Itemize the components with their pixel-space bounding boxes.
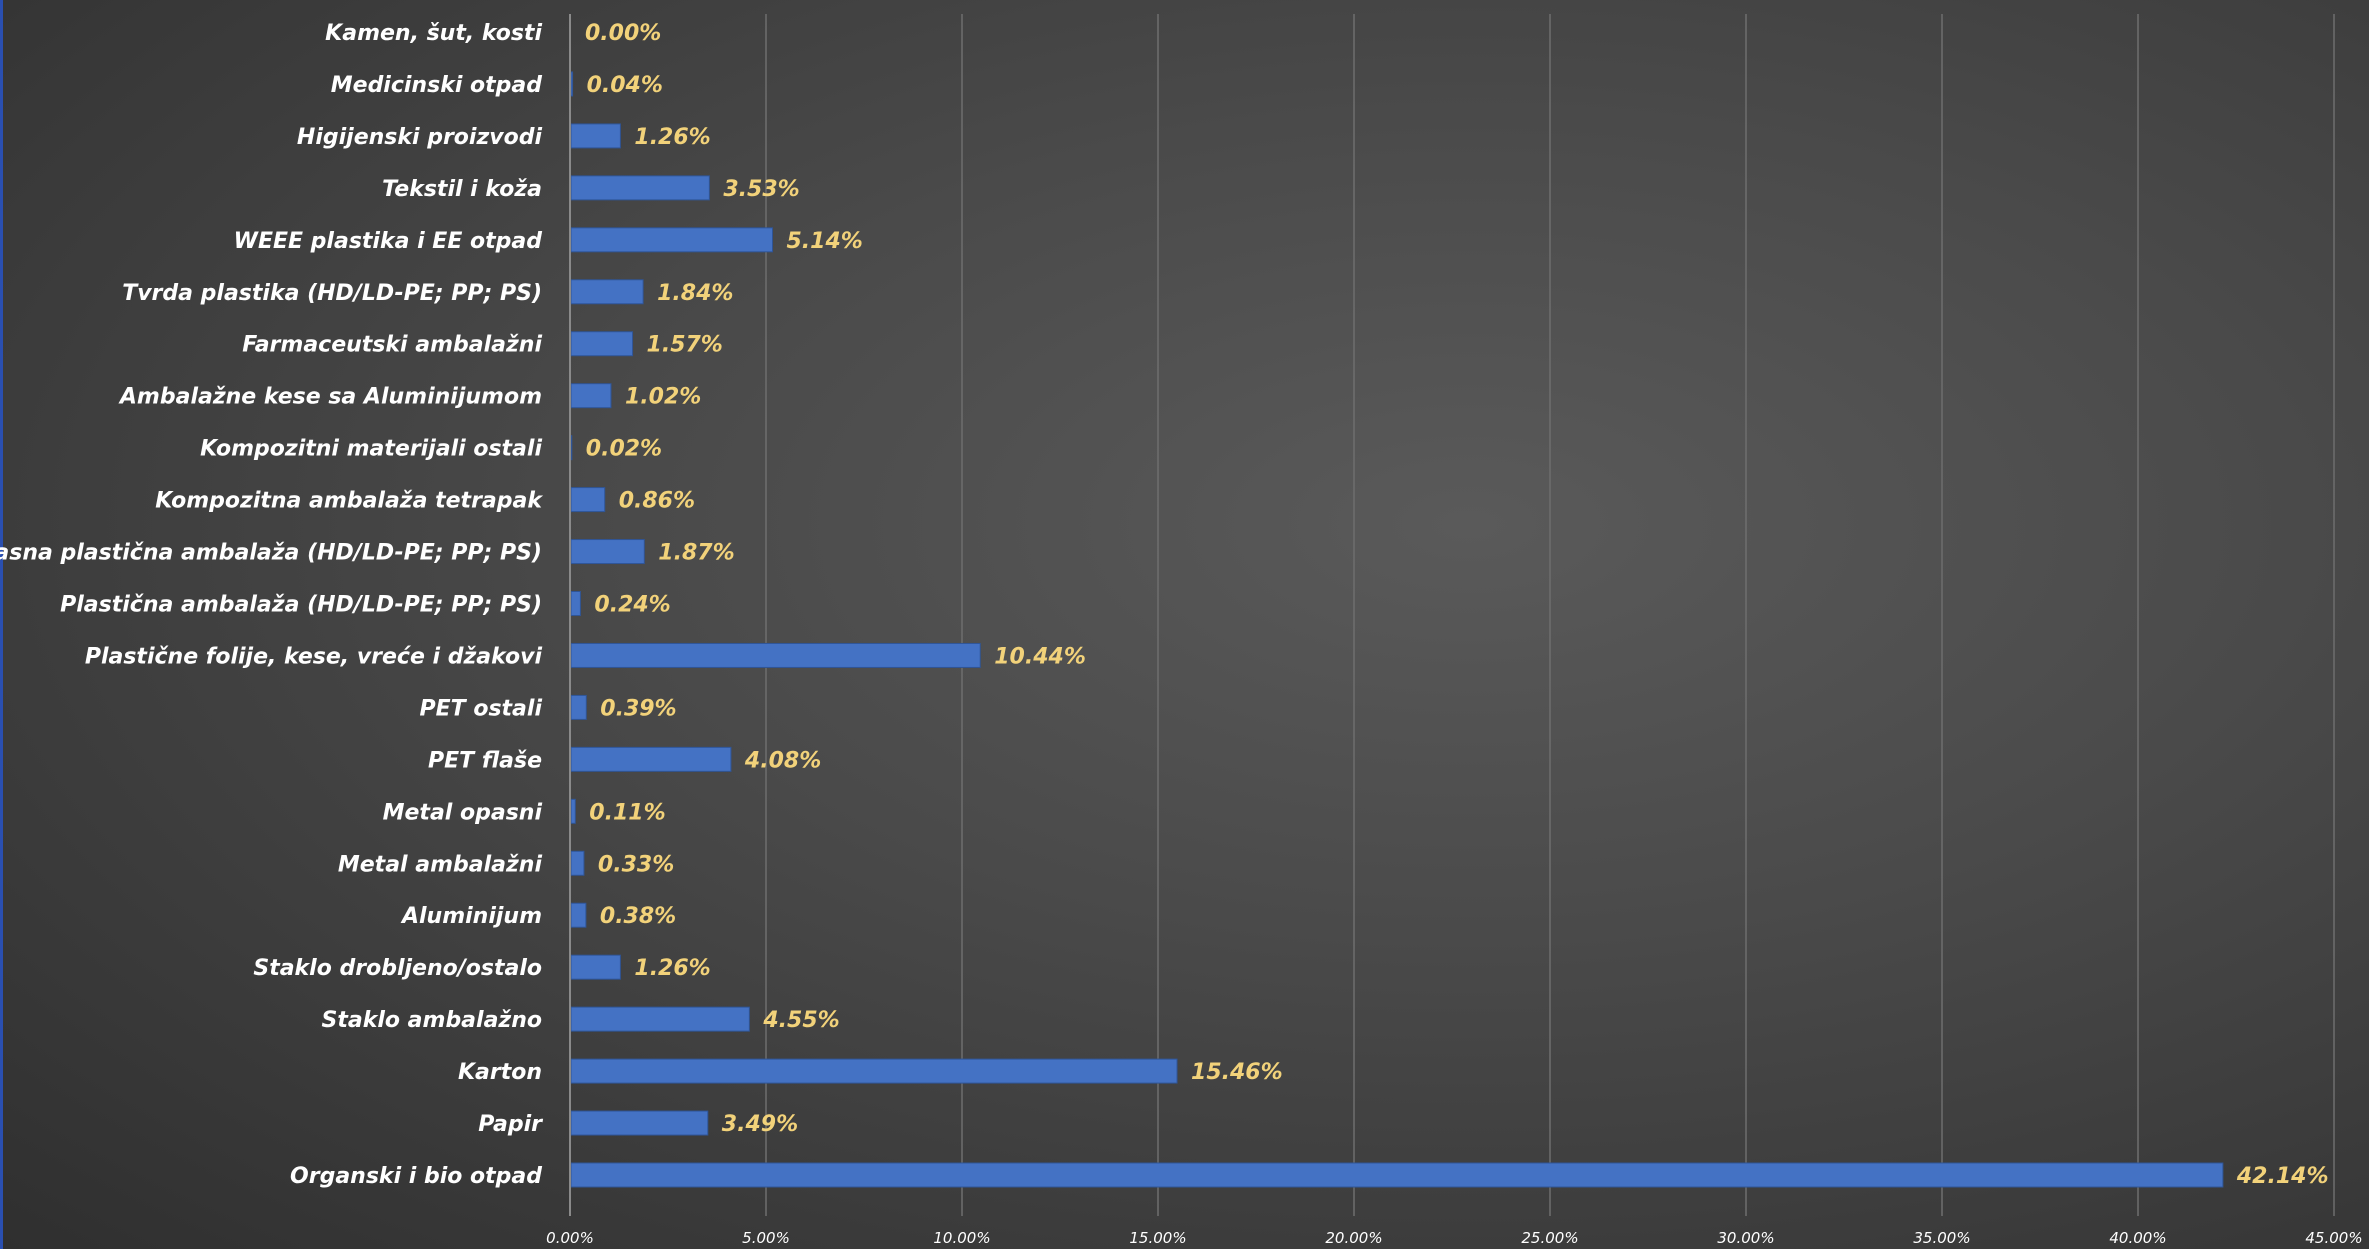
category-label: Kompozitna ambalaža tetrapak	[155, 489, 543, 514]
x-axis-tick-labels: 0.00% 5.00% 10.00% 15.00% 20.00% 25.00% 30.00%…	[546, 1229, 2362, 1247]
bar	[570, 954, 621, 980]
bar	[570, 1162, 2224, 1188]
category-label: PET flaše	[428, 748, 542, 773]
data-label: 0.86%	[619, 489, 695, 514]
category-label: Papir	[478, 1112, 543, 1137]
category-label: Ambalažne kese sa Aluminijumom	[118, 385, 542, 410]
window-left-edge	[0, 0, 3, 1249]
category-label: WEEE plastika i EE otpad	[234, 229, 543, 254]
bar	[570, 1058, 1178, 1084]
x-tick-label: 40.00%	[2109, 1229, 2166, 1247]
data-label: 1.26%	[634, 956, 710, 981]
category-label: Staklo ambalažno	[322, 1008, 542, 1033]
data-label: 0.38%	[600, 904, 676, 929]
x-tick-label: 20.00%	[1325, 1229, 1382, 1247]
category-labels: Kamen, šut, kosti Medicinski otpad Higijen…	[0, 21, 543, 1189]
bar	[570, 642, 981, 668]
category-label: Tekstil i koža	[382, 177, 542, 202]
data-label: 0.33%	[598, 852, 674, 877]
data-label: 4.55%	[762, 1008, 839, 1033]
bar	[570, 850, 585, 876]
category-label: Farmaceutski ambalažni	[242, 333, 542, 358]
category-label: Karton	[458, 1060, 542, 1085]
bar	[570, 1110, 709, 1136]
bar	[570, 435, 573, 461]
data-label: 1.87%	[658, 541, 734, 566]
category-label: Aluminijum	[400, 904, 542, 929]
category-label: Kamen, šut, kosti	[325, 21, 542, 46]
category-label: Medicinski otpad	[331, 73, 542, 98]
bar	[570, 279, 644, 305]
data-label: 0.00%	[585, 21, 661, 46]
bar	[570, 591, 581, 616]
category-label: PET ostali	[420, 696, 543, 721]
category-label: Kompozitni materijali ostali	[200, 437, 542, 462]
bar	[570, 487, 606, 513]
data-label: 0.02%	[586, 437, 662, 462]
category-label: Plastične folije, kese, vreće i džakovi	[85, 644, 543, 669]
data-label: 15.46%	[1191, 1060, 1283, 1085]
bar	[570, 123, 621, 149]
category-label: Opasna plastična ambalaža (HD/LD-PE; PP;…	[0, 541, 542, 566]
x-tick-label: 0.00%	[546, 1229, 594, 1247]
data-label: 1.02%	[625, 385, 701, 410]
category-label: Higijenski proizvodi	[297, 125, 543, 150]
category-label: Tvrda plastika (HD/LD-PE; PP; PS)	[122, 281, 542, 306]
x-tick-label: 35.00%	[1913, 1229, 1970, 1247]
category-label: Metal opasni	[383, 800, 543, 825]
data-label: 0.39%	[600, 696, 676, 721]
category-label: Metal ambalažni	[338, 852, 543, 877]
category-label: Plastična ambalaža (HD/LD-PE; PP; PS)	[60, 593, 542, 618]
x-tick-label: 5.00%	[742, 1229, 790, 1247]
data-label: 0.24%	[594, 593, 670, 618]
data-label: 10.44%	[994, 644, 1086, 669]
bar	[570, 1006, 750, 1032]
x-tick-label: 30.00%	[1717, 1229, 1774, 1247]
bar	[570, 539, 645, 565]
category-label: Staklo drobljeno/ostalo	[253, 956, 542, 981]
bar	[570, 694, 587, 720]
bar	[570, 175, 710, 201]
data-label: 42.14%	[2236, 1164, 2329, 1189]
data-label: 1.84%	[657, 281, 733, 306]
data-label: 5.14%	[786, 229, 862, 254]
data-label: 3.49%	[722, 1112, 798, 1137]
x-tick-label: 45.00%	[2305, 1229, 2362, 1247]
x-tick-label: 10.00%	[933, 1229, 990, 1247]
data-label: 3.53%	[723, 177, 799, 202]
x-tick-label: 15.00%	[1129, 1229, 1186, 1247]
bar	[570, 798, 576, 824]
x-tick-label: 25.00%	[1521, 1229, 1578, 1247]
data-label: 1.26%	[634, 125, 710, 150]
data-label: 0.04%	[587, 73, 663, 98]
bar	[570, 746, 732, 772]
data-label: 0.11%	[589, 800, 665, 825]
gridlines	[765, 14, 2335, 1216]
bar	[570, 383, 612, 409]
data-label: 1.57%	[647, 333, 723, 358]
bar	[570, 331, 634, 357]
bar	[570, 227, 773, 253]
category-label: Organski i bio otpad	[290, 1164, 542, 1189]
bar	[570, 902, 587, 928]
data-labels: 0.00% 0.04% 1.26% 3.53% 5.14% 1.84% 1.57% 1.02%…	[585, 21, 2329, 1189]
data-label: 4.08%	[744, 748, 821, 773]
bar	[570, 71, 574, 97]
